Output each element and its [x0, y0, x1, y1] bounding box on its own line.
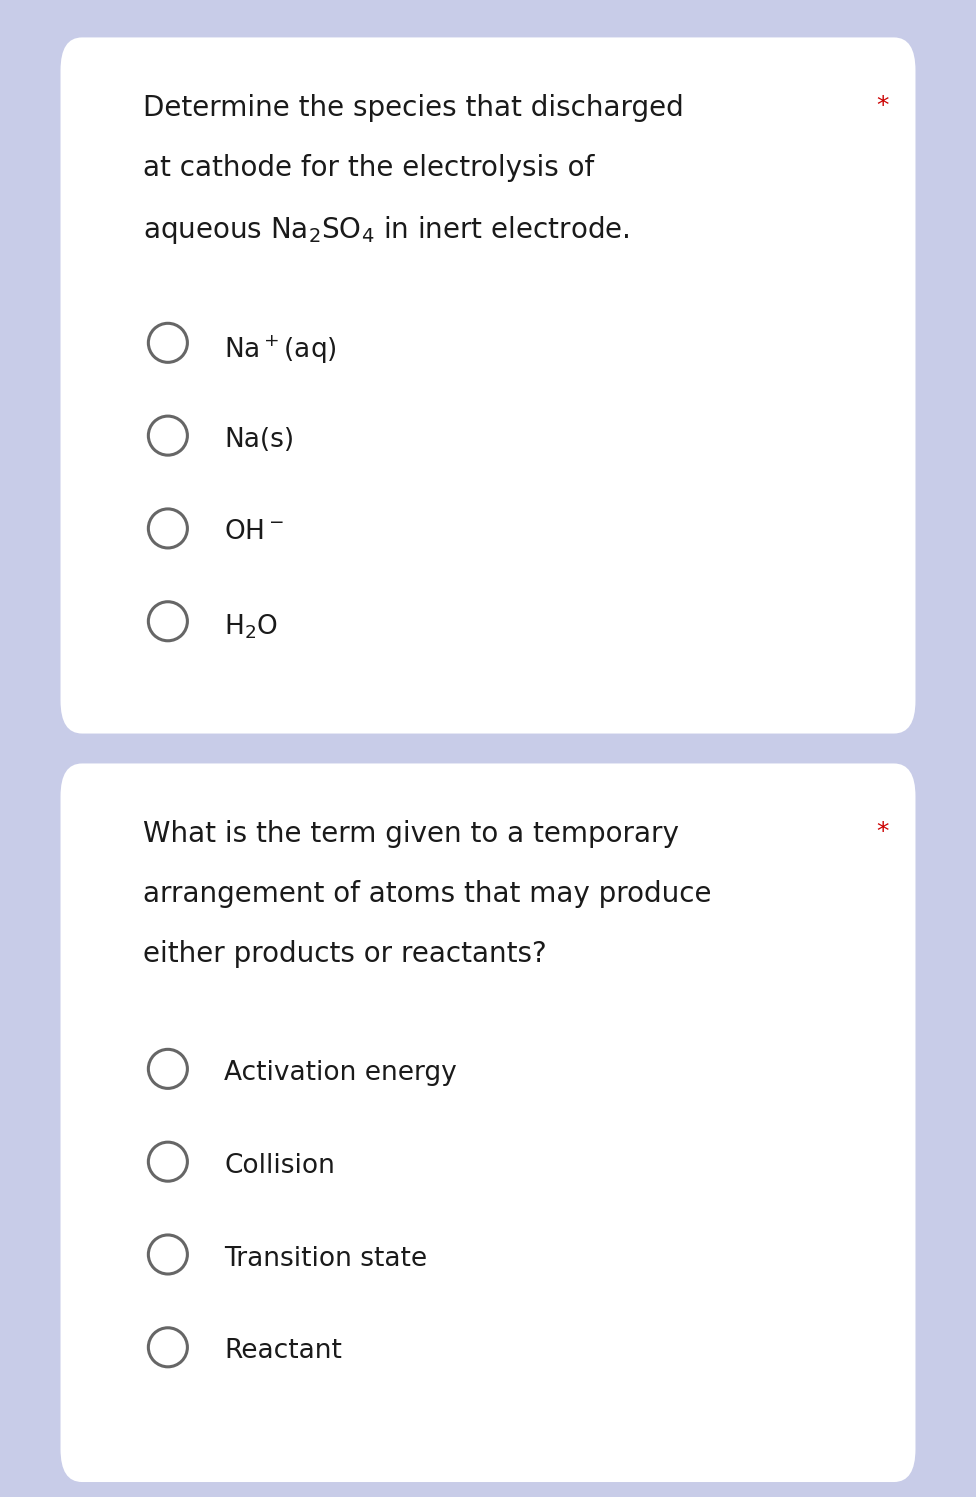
FancyBboxPatch shape [61, 37, 915, 734]
Text: Activation energy: Activation energy [224, 1060, 457, 1085]
FancyBboxPatch shape [61, 763, 915, 1482]
Text: Transition state: Transition state [224, 1246, 427, 1271]
Text: What is the term given to a temporary: What is the term given to a temporary [143, 820, 679, 849]
Text: at cathode for the electrolysis of: at cathode for the electrolysis of [143, 154, 594, 183]
Text: either products or reactants?: either products or reactants? [143, 940, 548, 969]
Text: Na(s): Na(s) [224, 427, 295, 452]
Text: Reactant: Reactant [224, 1338, 343, 1364]
Text: OH$^-$: OH$^-$ [224, 519, 285, 545]
Text: arrangement of atoms that may produce: arrangement of atoms that may produce [143, 880, 712, 909]
Text: H$_2$O: H$_2$O [224, 612, 278, 641]
Text: Collision: Collision [224, 1153, 336, 1178]
Text: *: * [876, 820, 889, 844]
Text: Na$^+$(aq): Na$^+$(aq) [224, 334, 338, 367]
Text: *: * [876, 94, 889, 118]
Text: aqueous Na$_2$SO$_4$ in inert electrode.: aqueous Na$_2$SO$_4$ in inert electrode. [143, 214, 630, 246]
Text: Determine the species that discharged: Determine the species that discharged [143, 94, 684, 123]
